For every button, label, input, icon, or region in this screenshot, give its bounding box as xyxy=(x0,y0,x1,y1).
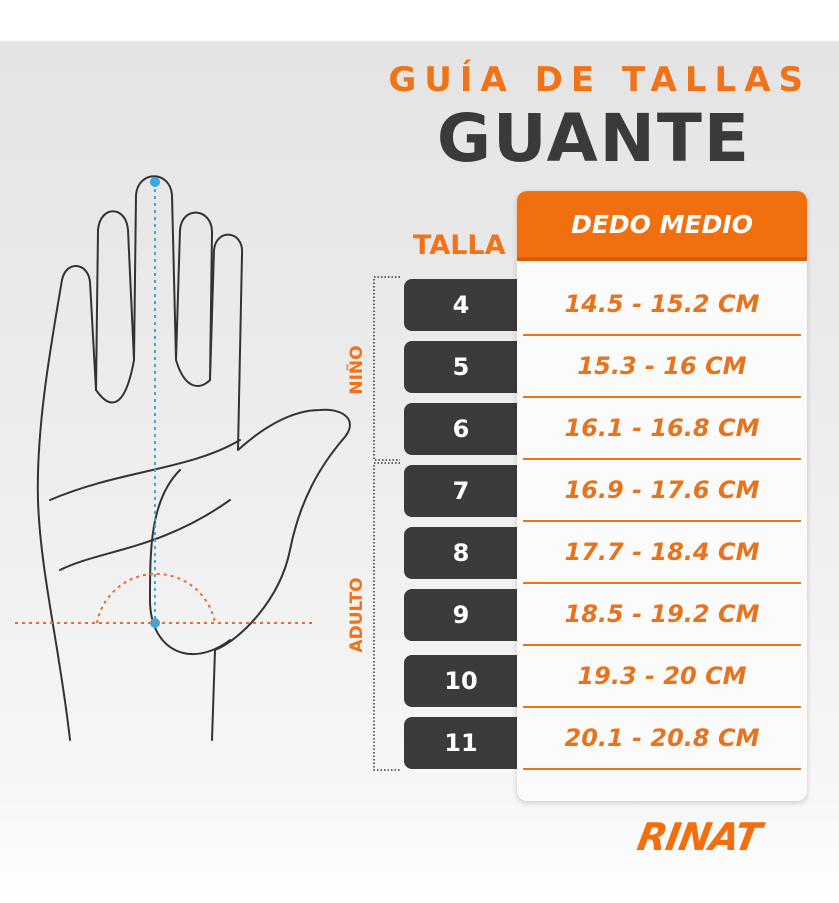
guide-subtitle: GUÍA DE TALLAS xyxy=(388,60,811,100)
size-table: DEDO MEDIO 14.5 - 15.2 CM 15.3 - 16 CM 1… xyxy=(517,191,807,801)
size-badge: 10 xyxy=(404,655,534,707)
hand-outline xyxy=(36,175,351,741)
range-cell: 14.5 - 15.2 CM xyxy=(517,273,807,336)
size-badge: 9 xyxy=(404,589,534,641)
group-label-nino: NIÑO xyxy=(347,345,367,395)
size-badge: 8 xyxy=(404,527,534,579)
range-cell: 17.7 - 18.4 CM xyxy=(517,521,807,584)
range-cell: 20.1 - 20.8 CM xyxy=(517,707,807,770)
size-badge: 4 xyxy=(404,279,534,331)
size-badge: 5 xyxy=(404,341,534,393)
range-cell: 18.5 - 19.2 CM xyxy=(517,583,807,646)
range-cell: 16.1 - 16.8 CM xyxy=(517,397,807,460)
size-badge: 6 xyxy=(404,403,534,455)
group-label-adulto: ADULTO xyxy=(347,577,367,653)
range-cell: 15.3 - 16 CM xyxy=(517,335,807,398)
rinat-logo: RINAT xyxy=(634,815,764,859)
size-badge: 7 xyxy=(404,465,534,517)
measure-column-header: DEDO MEDIO xyxy=(517,191,807,261)
hand-illustration xyxy=(15,175,351,741)
group-brackets xyxy=(373,276,400,771)
size-badge: 11 xyxy=(404,717,534,769)
guide-title: GUANTE xyxy=(436,100,751,177)
size-column-header: TALLA xyxy=(413,230,506,261)
measure-guides xyxy=(15,177,315,628)
range-cell: 16.9 - 17.6 CM xyxy=(517,459,807,522)
range-cell: 19.3 - 20 CM xyxy=(517,645,807,708)
